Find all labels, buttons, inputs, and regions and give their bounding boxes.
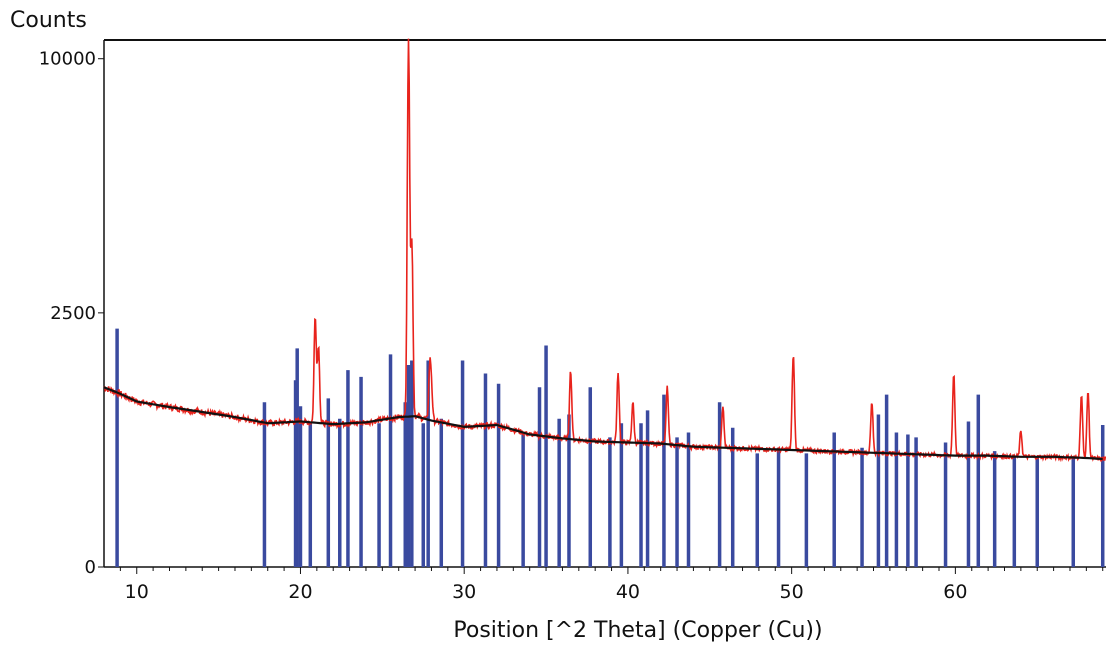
- x-tick-label: 50: [780, 581, 804, 603]
- y-axis-ticks: 0 2500 10000: [39, 49, 104, 578]
- y-axis-title: Counts: [10, 8, 87, 33]
- x-tick-label: 40: [616, 581, 640, 603]
- y-tick-label: 10000: [39, 49, 96, 70]
- x-axis-title: Position [^2 Theta] (Copper (Cu)): [453, 618, 823, 643]
- y-tick-label: 0: [85, 557, 96, 578]
- background-curve: [103, 386, 1103, 461]
- measured-pattern: [103, 38, 1106, 463]
- y-tick-label: 2500: [50, 303, 96, 324]
- x-axis-ticks: 10 20 30 40 50 60: [119, 567, 1104, 603]
- reference-pattern: [115, 328, 1105, 567]
- x-tick-label: 60: [943, 581, 967, 603]
- x-tick-label: 20: [288, 581, 312, 603]
- x-tick-label: 10: [125, 581, 149, 603]
- x-tick-label: 30: [452, 581, 476, 603]
